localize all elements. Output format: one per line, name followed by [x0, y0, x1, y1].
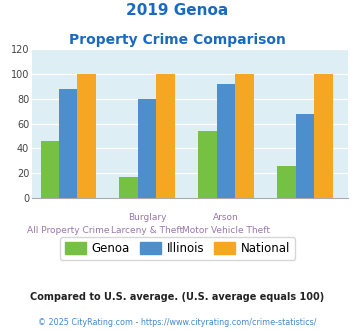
Bar [278, 166, 296, 198]
Bar [235, 74, 254, 198]
Bar [296, 114, 314, 198]
Bar [138, 99, 156, 198]
Text: Larceny & Theft: Larceny & Theft [111, 226, 183, 235]
Text: Burglary: Burglary [128, 213, 166, 222]
Bar [40, 141, 59, 198]
Text: Motor Vehicle Theft: Motor Vehicle Theft [182, 226, 270, 235]
Text: All Property Crime: All Property Crime [27, 226, 109, 235]
Bar [59, 89, 77, 198]
Bar [198, 131, 217, 198]
Text: Arson: Arson [213, 213, 239, 222]
Legend: Genoa, Illinois, National: Genoa, Illinois, National [60, 237, 295, 260]
Text: 2019 Genoa: 2019 Genoa [126, 3, 229, 18]
Bar [120, 177, 138, 198]
Bar [156, 74, 175, 198]
Bar [217, 84, 235, 198]
Text: Compared to U.S. average. (U.S. average equals 100): Compared to U.S. average. (U.S. average … [31, 292, 324, 302]
Text: Property Crime Comparison: Property Crime Comparison [69, 33, 286, 47]
Bar [314, 74, 333, 198]
Bar [77, 74, 96, 198]
Text: © 2025 CityRating.com - https://www.cityrating.com/crime-statistics/: © 2025 CityRating.com - https://www.city… [38, 318, 317, 327]
